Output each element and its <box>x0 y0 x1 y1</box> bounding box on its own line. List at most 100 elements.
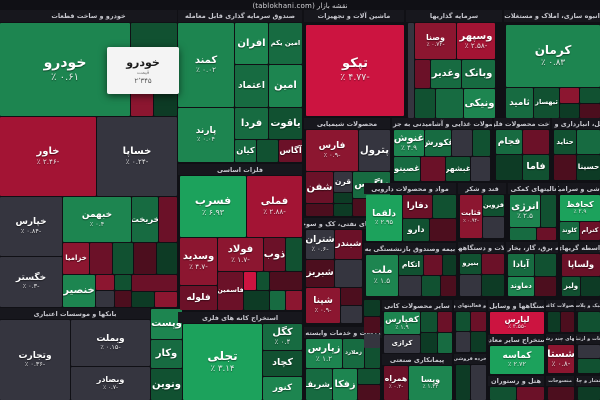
tile-خپارس[interactable]: خپارس -۰.۸۴ ٪ <box>0 197 62 256</box>
tile-امین یکم[interactable]: امین یکم <box>269 23 302 64</box>
treemap-tile[interactable] <box>443 255 456 275</box>
tile-ولیز[interactable]: ولیز <box>562 277 580 296</box>
tile-کنور[interactable]: کنور <box>263 377 302 400</box>
treemap-tile[interactable] <box>496 155 522 180</box>
treemap-tile[interactable] <box>157 243 177 274</box>
treemap-tile[interactable] <box>473 130 490 156</box>
tile-فاما[interactable]: فاما <box>523 155 549 180</box>
tile-وپسا[interactable]: وپسا ۱.۳۴ ٪ <box>409 366 452 400</box>
tile-خساپا[interactable]: خساپا -۰.۲۴ ٪ <box>97 117 177 196</box>
treemap-tile[interactable] <box>517 387 544 400</box>
tile-فردا[interactable]: فردا <box>235 108 268 139</box>
tile-وصنا[interactable]: وصنا -۰.۷۲ ٪ <box>415 23 456 59</box>
treemap-tile[interactable] <box>560 104 579 118</box>
tile-کیان[interactable]: کیان <box>235 140 256 162</box>
treemap-tile[interactable] <box>580 104 600 118</box>
tile-دارو[interactable]: دارو <box>403 219 429 241</box>
treemap-tile[interactable] <box>441 276 456 296</box>
treemap-tile[interactable] <box>471 365 486 400</box>
tile-همراه[interactable]: همراه -۰.۲ ٪ <box>384 366 408 400</box>
tile-ثامید[interactable]: ثامید <box>506 88 533 118</box>
tile-پترول[interactable]: پترول <box>359 130 390 171</box>
treemap-tile[interactable] <box>335 260 362 287</box>
tile-امین[interactable]: امین <box>269 65 302 107</box>
tile-غبشهر[interactable]: غبشهر <box>446 157 470 181</box>
tile-قرن[interactable]: قرن <box>334 172 352 192</box>
tile-کرازی[interactable]: کرازی <box>384 335 420 353</box>
tile-آگاس[interactable]: آگاس <box>279 140 302 162</box>
treemap-tile[interactable] <box>341 288 362 305</box>
tile-لپارس[interactable]: لپارس -۴.۵۵ ٪ <box>490 312 544 334</box>
tile-فملی[interactable]: فملی -۲.۸۸ ٪ <box>247 176 302 237</box>
treemap-tile[interactable] <box>154 92 177 116</box>
tile-قزوین[interactable]: قزوین <box>483 195 504 216</box>
treemap-tile[interactable] <box>577 130 600 154</box>
treemap-tile[interactable] <box>433 195 456 218</box>
treemap-tile[interactable] <box>358 385 380 400</box>
tile-یاقوت[interactable]: یاقوت <box>269 108 302 139</box>
treemap-tile[interactable] <box>286 291 302 310</box>
tile-غنوش[interactable]: غنوش ۴.۹ ٪ <box>394 130 424 156</box>
treemap-tile[interactable] <box>421 333 437 353</box>
tile-وسپهر[interactable]: وسپهر -۲.۵۸ ٪ <box>457 23 495 59</box>
treemap-tile[interactable] <box>96 291 114 307</box>
tile-شپنا[interactable]: شپنا -۰.۹ ٪ <box>306 288 340 323</box>
tile-کچاد[interactable]: کچاد <box>263 351 302 376</box>
tile-تجلی[interactable]: تجلی ۳.۱۴ ٪ <box>183 324 262 400</box>
tile-قثابت[interactable]: قثابت -۰.۹۴ ٪ <box>460 195 482 238</box>
tile-شبندر[interactable]: شبندر <box>335 230 362 259</box>
treemap-tile[interactable] <box>430 219 456 241</box>
treemap-tile[interactable] <box>132 275 177 291</box>
tile-کحافظ[interactable]: کحافظ ۲.۹ ٪ <box>560 195 600 221</box>
treemap-tile[interactable] <box>548 387 574 400</box>
treemap-tile[interactable] <box>523 130 549 154</box>
treemap-tile[interactable] <box>421 312 437 332</box>
treemap-tile[interactable] <box>96 275 114 290</box>
tile-کترام[interactable]: کترام <box>580 222 600 240</box>
treemap-tile[interactable] <box>471 332 486 352</box>
treemap-tile[interactable] <box>580 88 600 103</box>
treemap-tile[interactable] <box>415 60 430 88</box>
tile-شبریز[interactable]: شبریز <box>306 260 334 287</box>
treemap-tile[interactable] <box>482 275 504 296</box>
tile-افران[interactable]: افران <box>235 23 268 64</box>
tile-اتکام[interactable]: اتکام <box>399 255 423 275</box>
treemap-tile[interactable] <box>460 275 481 296</box>
treemap-tile[interactable] <box>438 312 452 332</box>
treemap-tile[interactable] <box>286 238 302 271</box>
tile-کمند[interactable]: کمند ۰.۰۲ ٪ <box>178 23 234 107</box>
tile-زملارد[interactable]: زملارد <box>343 339 364 368</box>
treemap-tile[interactable] <box>490 387 516 400</box>
treemap-tile[interactable] <box>456 365 470 400</box>
treemap-tile[interactable] <box>115 291 131 307</box>
tile-دماوند[interactable]: دماوند <box>508 277 534 296</box>
tile-وغدیر[interactable]: وغدیر <box>431 60 461 88</box>
tile-فسرب[interactable]: فسرب ۶.۹۳ ٪ <box>180 176 246 237</box>
treemap-tile[interactable] <box>358 369 380 384</box>
treemap-tile[interactable] <box>134 243 156 274</box>
treemap-tile[interactable] <box>456 332 470 352</box>
treemap-tile[interactable] <box>115 275 131 290</box>
treemap-tile[interactable] <box>578 312 600 332</box>
treemap-tile[interactable] <box>561 312 574 332</box>
treemap-tile[interactable] <box>537 228 556 240</box>
treemap-tile[interactable] <box>364 300 380 316</box>
treemap-tile[interactable] <box>436 89 463 118</box>
tile-ثبهساز[interactable]: ثبهساز <box>534 88 559 118</box>
tile-اعتماد[interactable]: اعتماد <box>235 65 268 107</box>
tile-کلوند[interactable]: کلوند <box>560 222 579 240</box>
treemap-tile[interactable] <box>452 130 472 156</box>
tile-خاور[interactable]: خاور -۲.۴۶ ٪ <box>0 117 96 196</box>
tile-حتاید[interactable]: حتاید <box>554 130 576 154</box>
treemap-tile[interactable] <box>131 92 153 116</box>
treemap-tile[interactable] <box>456 312 470 331</box>
tile-غکورش[interactable]: غکورش <box>425 130 451 156</box>
tile-وبملت[interactable]: وبملت -۰.۱۵ ٪ <box>71 320 150 366</box>
tile-فلوله[interactable]: فلوله <box>180 286 217 310</box>
treemap-tile[interactable] <box>578 359 600 373</box>
treemap-tile[interactable] <box>535 254 556 276</box>
tile-خریخت[interactable]: خریخت <box>132 197 158 242</box>
tile-زفکا[interactable]: زفکا <box>333 369 357 400</box>
tile-زپارس[interactable]: زپارس ۱.۲ ٪ <box>306 339 342 368</box>
tile-فولاد[interactable]: فولاد -۱.۷ ٪ <box>218 238 263 271</box>
